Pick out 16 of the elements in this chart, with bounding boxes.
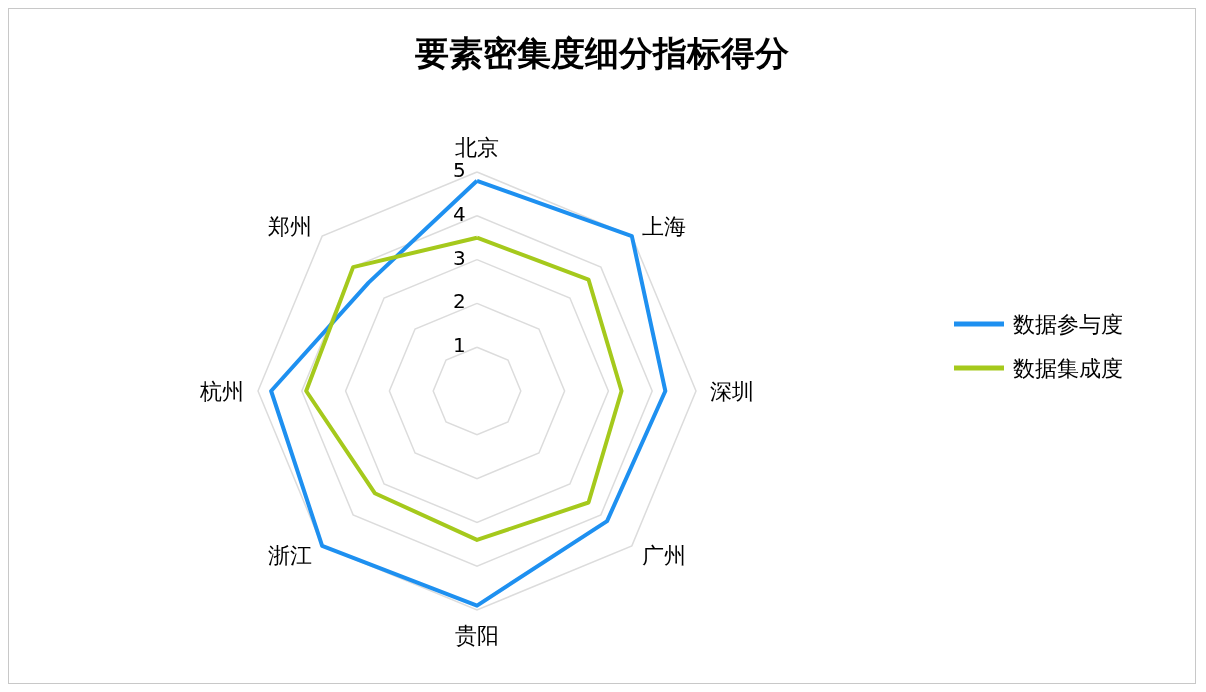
spoke-label: 杭州 (199, 378, 244, 404)
spoke-label: 深圳 (710, 378, 754, 404)
chart-title: 要素密集度细分指标得分 (415, 33, 789, 73)
y-tick-label: 4 (453, 201, 466, 226)
y-tick-label: 5 (453, 158, 466, 182)
spoke-label: 北京 (455, 134, 499, 160)
spoke-label: 广州 (641, 543, 686, 569)
spoke-label: 浙江 (268, 543, 313, 569)
legend-label: 数据参与度 (1013, 311, 1123, 337)
legend-label: 数据集成度 (1013, 355, 1123, 381)
y-tick-label: 2 (453, 289, 466, 314)
y-tick-label: 3 (453, 245, 466, 270)
spoke-label: 郑州 (268, 213, 313, 239)
spoke-label: 贵阳 (455, 622, 499, 648)
spoke-label: 上海 (641, 213, 686, 239)
y-tick-label: 1 (453, 333, 466, 358)
